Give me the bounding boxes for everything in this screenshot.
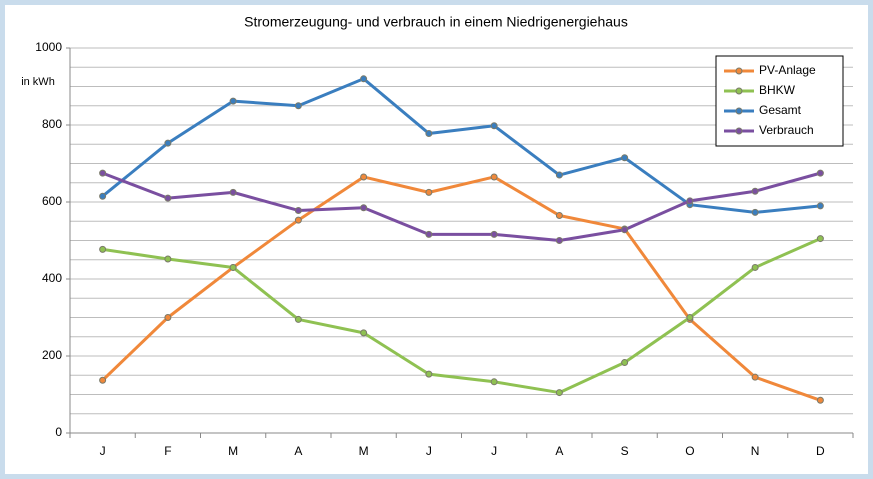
data-point <box>686 197 694 205</box>
data-point <box>490 173 498 181</box>
data-point <box>425 188 433 196</box>
x-tick-label: N <box>751 444 760 458</box>
data-point <box>425 230 433 238</box>
data-point <box>99 169 107 177</box>
legend-label: Gesamt <box>759 103 802 117</box>
legend-marker <box>735 67 743 75</box>
series-line <box>101 175 821 402</box>
data-point <box>164 255 172 263</box>
data-point <box>294 102 302 110</box>
data-point <box>360 329 368 337</box>
data-point <box>294 315 302 323</box>
chart-title: Stromerzeugung- und verbrauch in einem N… <box>244 14 628 30</box>
legend-marker <box>735 87 743 95</box>
x-tick-label: M <box>228 444 238 458</box>
legend-marker <box>735 127 743 135</box>
data-point <box>490 230 498 238</box>
data-point <box>621 154 629 162</box>
data-point <box>621 226 629 234</box>
data-point <box>99 376 107 384</box>
data-point <box>816 202 824 210</box>
data-point <box>555 389 563 397</box>
data-point <box>816 396 824 404</box>
data-point <box>229 263 237 271</box>
x-tick-label: J <box>100 444 106 458</box>
data-point <box>816 169 824 177</box>
x-tick-label: D <box>816 444 825 458</box>
x-tick-label: S <box>621 444 629 458</box>
y-tick-label: 800 <box>42 117 62 131</box>
data-point <box>99 192 107 200</box>
data-point <box>360 75 368 83</box>
data-point <box>555 237 563 244</box>
data-point <box>360 204 368 212</box>
data-point <box>294 216 302 224</box>
y-tick-label: 600 <box>42 194 62 208</box>
data-point <box>686 314 694 321</box>
data-point <box>751 208 759 216</box>
y-tick-label: 400 <box>42 271 62 285</box>
y-axis-label: in kWh <box>21 76 55 88</box>
y-tick-label: 200 <box>42 348 62 362</box>
data-point <box>164 194 172 202</box>
legend-label: BHKW <box>759 83 796 97</box>
data-point <box>555 171 563 179</box>
y-tick-label: 0 <box>55 425 62 439</box>
x-tick-label: A <box>294 444 302 458</box>
data-point <box>229 188 237 196</box>
data-point <box>164 314 172 321</box>
data-point <box>360 173 368 181</box>
data-point <box>425 370 433 378</box>
data-point <box>164 139 172 147</box>
x-tick-label: J <box>491 444 497 458</box>
data-point <box>751 373 759 381</box>
series-line <box>102 171 821 242</box>
data-point <box>229 97 237 105</box>
data-point <box>490 378 498 386</box>
legend-label: Verbrauch <box>759 123 814 137</box>
x-tick-label: A <box>555 444 563 458</box>
data-point <box>621 359 629 367</box>
x-tick-label: O <box>685 444 694 458</box>
legend-label: PV-Anlage <box>759 63 816 77</box>
x-tick-label: M <box>359 444 369 458</box>
series-line <box>102 237 821 395</box>
legend-marker <box>735 107 743 115</box>
data-point <box>99 245 107 253</box>
data-point <box>294 206 302 214</box>
x-tick-label: F <box>164 444 171 458</box>
data-point <box>425 129 433 137</box>
data-point <box>555 211 563 219</box>
data-point <box>751 187 759 195</box>
y-tick-label: 1000 <box>35 40 62 54</box>
series-line <box>101 77 821 214</box>
x-tick-label: J <box>426 444 432 458</box>
data-point <box>751 263 759 271</box>
data-point <box>816 235 824 243</box>
data-point <box>490 122 498 130</box>
